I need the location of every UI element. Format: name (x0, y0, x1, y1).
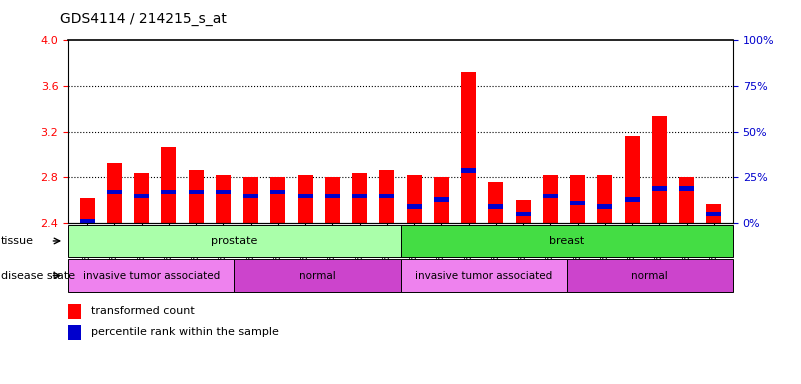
Bar (79, 198, 95, 223)
Bar (461, 72, 476, 223)
Bar (216, 190, 231, 194)
Bar (271, 190, 285, 194)
Text: invasive tumor associated: invasive tumor associated (415, 270, 552, 281)
Bar (68, 325, 81, 340)
Bar (434, 177, 449, 223)
Bar (598, 175, 612, 223)
Bar (134, 194, 149, 198)
Bar (543, 175, 557, 223)
Bar (325, 177, 340, 223)
Bar (679, 186, 694, 191)
Bar (352, 172, 367, 223)
Bar (652, 116, 667, 223)
Bar (706, 212, 722, 216)
Bar (79, 219, 95, 223)
Bar (652, 186, 667, 191)
Text: invasive tumor associated: invasive tumor associated (83, 270, 219, 281)
Bar (543, 194, 557, 198)
Bar (325, 194, 340, 198)
Bar (598, 204, 612, 209)
Bar (625, 197, 639, 202)
Bar (235, 259, 400, 292)
Bar (461, 168, 476, 172)
Bar (244, 177, 258, 223)
Bar (244, 194, 258, 198)
Bar (107, 164, 122, 223)
Bar (107, 190, 122, 194)
Bar (625, 136, 639, 223)
Bar (516, 212, 530, 216)
Bar (162, 190, 176, 194)
Text: percentile rank within the sample: percentile rank within the sample (91, 328, 279, 338)
Bar (216, 175, 231, 223)
Bar (298, 175, 312, 223)
Text: breast: breast (549, 236, 585, 246)
Bar (567, 259, 733, 292)
Bar (68, 304, 81, 319)
Bar (400, 259, 567, 292)
Text: tissue: tissue (1, 236, 34, 246)
Text: normal: normal (631, 270, 668, 281)
Bar (489, 204, 503, 209)
Bar (189, 190, 203, 194)
Bar (380, 170, 394, 223)
Text: normal: normal (299, 270, 336, 281)
Bar (516, 200, 530, 223)
Bar (68, 259, 235, 292)
Bar (407, 175, 421, 223)
Text: GDS4114 / 214215_s_at: GDS4114 / 214215_s_at (60, 12, 227, 25)
Bar (434, 197, 449, 202)
Bar (407, 204, 421, 209)
Text: transformed count: transformed count (91, 306, 195, 316)
Bar (570, 201, 585, 205)
Bar (380, 194, 394, 198)
Bar (400, 225, 733, 257)
Bar (162, 147, 176, 223)
Bar (271, 177, 285, 223)
Text: disease state: disease state (1, 270, 75, 281)
Bar (189, 170, 203, 223)
Bar (352, 194, 367, 198)
Bar (489, 182, 503, 223)
Text: prostate: prostate (211, 236, 257, 246)
Bar (679, 177, 694, 223)
Bar (68, 225, 400, 257)
Bar (134, 172, 149, 223)
Bar (298, 194, 312, 198)
Bar (706, 205, 722, 223)
Bar (570, 175, 585, 223)
